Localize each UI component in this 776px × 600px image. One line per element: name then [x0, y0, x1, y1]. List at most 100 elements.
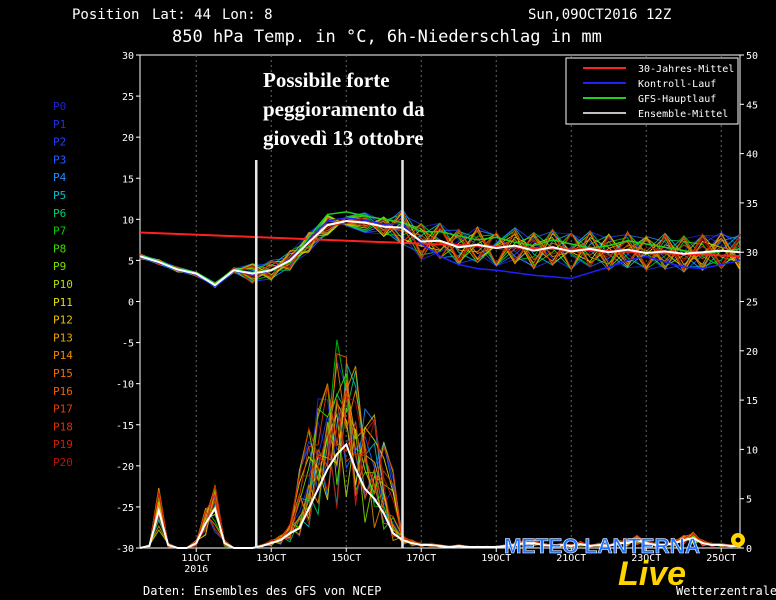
y-right-tick-label: 5	[746, 495, 752, 506]
precip-member-p0	[139, 359, 741, 549]
ensemble-mean-temp-line	[139, 219, 741, 287]
y-left-tick-label: -30	[116, 544, 134, 555]
precip-member-p4	[139, 392, 741, 549]
member-labels: P0 P1 P2 P3 P4 P5 P6 P7 P8 P9 P10 P11 P12 P13 P14 P15 P1…	[53, 100, 73, 469]
precip-member-p20	[139, 395, 741, 549]
lon-label: Lon: 8	[222, 7, 273, 23]
x-tick-label: 21OCT	[556, 553, 586, 564]
member-label-p16: P16	[53, 385, 73, 398]
y-right-tick-label: 25	[746, 298, 758, 309]
y-right-tick-label: 20	[746, 347, 758, 358]
legend-label-1: Kontroll-Lauf	[638, 79, 716, 90]
member-label-p2: P2	[53, 136, 66, 149]
y-right-tick-label: 40	[746, 150, 758, 161]
y-left-tick-label: 15	[122, 174, 134, 185]
y-left-tick-label: 30	[122, 51, 134, 62]
brand-logo: METEO LANTERNA Live Wetterzentrale	[504, 533, 776, 598]
member-label-p1: P1	[53, 118, 66, 131]
precip-member-p12	[139, 382, 741, 549]
y-left-tick-label: -15	[116, 421, 134, 432]
y-left-tick-label: -10	[116, 380, 134, 391]
run-label: Sun,09OCT2016 12Z	[528, 7, 671, 23]
precip-member-p17	[139, 386, 741, 549]
brand-live: Live	[618, 555, 686, 593]
y-left-tick-label: 5	[128, 256, 134, 267]
position-label: Position	[72, 7, 139, 23]
member-label-p0: P0	[53, 100, 66, 113]
annotation-line-1: Possibile forte	[263, 68, 390, 92]
precip-member-p19	[139, 389, 741, 549]
x-tick-label: 11OCT	[181, 553, 211, 564]
precip-member-p13	[139, 366, 741, 549]
y-left-tick-label: 20	[122, 133, 134, 144]
chart-title: 850 hPa Temp. in °C, 6h-Niederschlag in …	[172, 27, 602, 47]
x-tick-label: 15OCT	[331, 553, 361, 564]
precip-member-p6	[139, 370, 741, 549]
member-label-p14: P14	[53, 349, 73, 362]
precip-member-p3	[139, 399, 741, 549]
member-label-p3: P3	[53, 153, 66, 166]
y-left-tick-label: -25	[116, 503, 134, 514]
y-left-tick-label: 0	[128, 298, 134, 309]
member-label-p9: P9	[53, 260, 66, 273]
x-tick-label: 25OCT	[706, 553, 736, 564]
member-label-p6: P6	[53, 207, 66, 220]
brand-name: METEO LANTERNA	[504, 535, 700, 558]
precip-member-p9	[139, 383, 741, 549]
annotation-line-2: peggioramento da	[263, 97, 425, 121]
member-label-p10: P10	[53, 278, 73, 291]
footer-source: Daten: Ensembles des GFS von NCEP	[143, 584, 381, 598]
x-tick-label: 13OCT	[256, 553, 286, 564]
series	[139, 160, 741, 549]
x-tick-label: 23OCT	[631, 553, 661, 564]
location-pin-dot	[735, 537, 741, 543]
x-tick-label: 19OCT	[481, 553, 511, 564]
precip-member-p15	[139, 353, 741, 549]
member-label-p18: P18	[53, 420, 73, 433]
x-tick-label: 17OCT	[406, 553, 436, 564]
precip-member-p11	[139, 401, 741, 549]
x-tick-sublabel: 2016	[184, 564, 208, 575]
precip-member-p5	[139, 362, 741, 549]
member-label-p13: P13	[53, 331, 73, 344]
member-label-p15: P15	[53, 367, 73, 380]
legend-label-3: Ensemble-Mittel	[638, 109, 728, 120]
member-label-p12: P12	[53, 314, 73, 327]
y-left-tick-label: -5	[122, 339, 134, 350]
precip-member-p2	[139, 415, 741, 549]
precip-member-p1	[139, 384, 741, 549]
member-label-p11: P11	[53, 296, 73, 309]
legend: 30-Jahres-Mittel Kontroll-Lauf GFS-Hauptla…	[583, 64, 734, 120]
y-right-tick-label: 15	[746, 396, 758, 407]
y-right-tick-label: 35	[746, 199, 758, 210]
y-axis-left: 30 25 20 15 10 5 0 -5 -10 -15 -20 -25 -30	[116, 51, 140, 555]
precip-member-p7	[139, 339, 741, 549]
legend-label-2: GFS-Hauptlauf	[638, 94, 716, 105]
lat-label: Lat: 44	[152, 7, 211, 23]
y-right-tick-label: 30	[746, 248, 758, 259]
brand-sub: Wetterzentrale	[676, 584, 776, 598]
annotation: Possibile forte peggioramento da giovedì…	[263, 68, 425, 150]
plot-frame	[139, 54, 741, 549]
member-label-p5: P5	[53, 189, 66, 202]
annotation-line-3: giovedì 13 ottobre	[263, 126, 424, 150]
member-label-p4: P4	[53, 171, 67, 184]
gridlines	[195, 55, 722, 548]
legend-label-0: 30-Jahres-Mittel	[638, 64, 734, 75]
y-left-tick-label: 10	[122, 215, 134, 226]
y-right-tick-label: 0	[746, 544, 752, 555]
member-label-p20: P20	[53, 456, 73, 469]
y-right-tick-label: 50	[746, 51, 758, 62]
precip-member-p18	[139, 398, 741, 549]
precip-member-p14	[139, 362, 741, 549]
y-right-tick-label: 10	[746, 445, 758, 456]
precip-member-p8	[139, 373, 741, 549]
y-left-tick-label: 25	[122, 92, 134, 103]
y-right-tick-label: 45	[746, 100, 758, 111]
ensemble-mean-precip-line	[139, 442, 740, 549]
member-label-p8: P8	[53, 242, 66, 255]
precip-member-p10	[139, 412, 741, 549]
